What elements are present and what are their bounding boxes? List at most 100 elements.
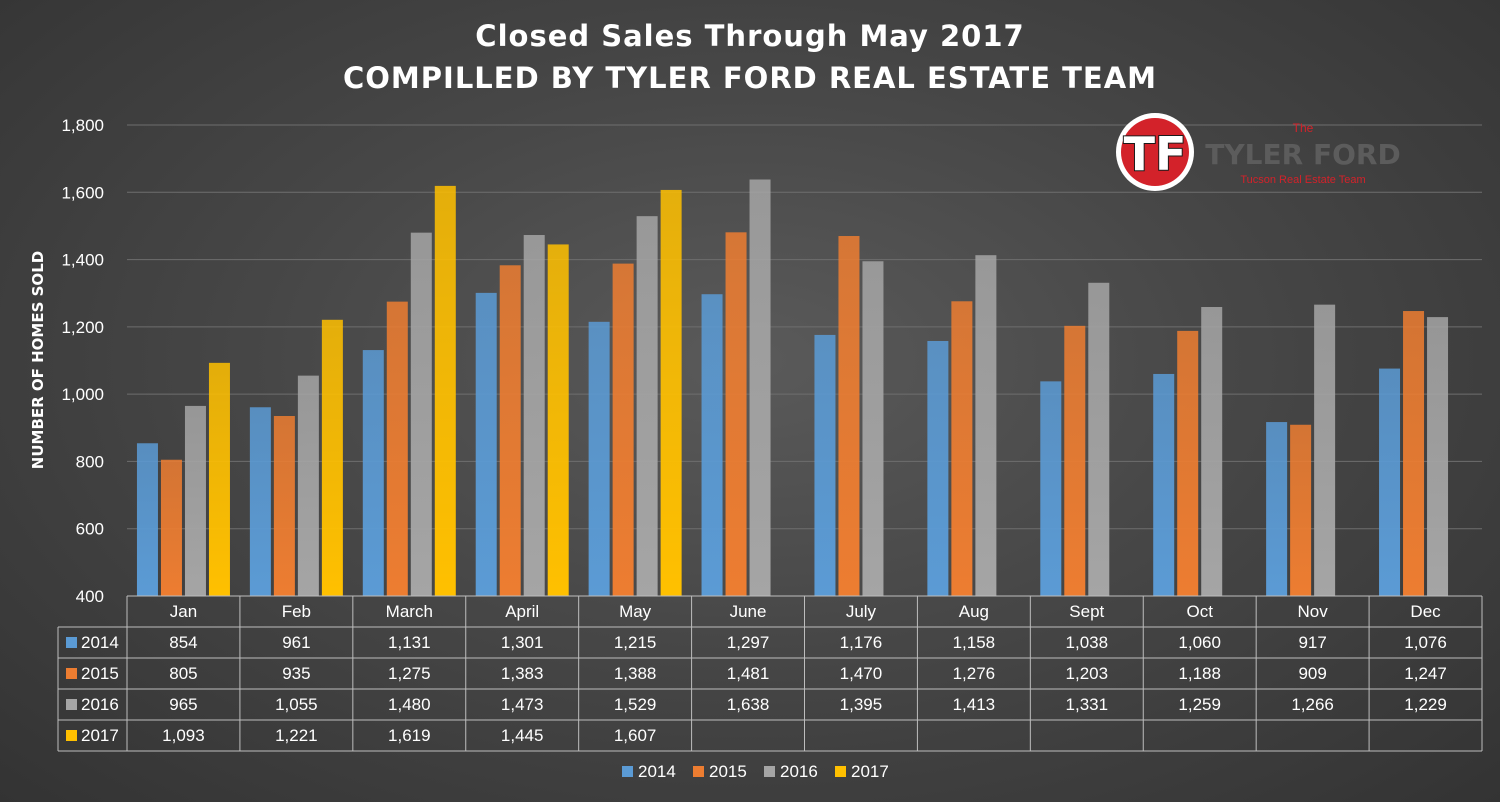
data-label: 1,055 <box>275 695 318 714</box>
bar-2015-dec <box>1403 311 1425 596</box>
bar-2014-may <box>588 321 610 596</box>
legend-swatch <box>622 766 633 777</box>
y-tick-label: 1,600 <box>61 183 104 202</box>
legend-label: 2015 <box>709 762 747 781</box>
data-label: 1,215 <box>614 633 657 652</box>
bar-2016-feb <box>297 375 319 596</box>
y-tick-label: 1,200 <box>61 318 104 337</box>
data-label: 1,638 <box>727 695 770 714</box>
data-label: 1,481 <box>727 664 770 683</box>
bar-2014-oct <box>1153 373 1175 596</box>
bar-2015-may <box>612 263 634 596</box>
y-tick-label: 600 <box>76 520 104 539</box>
logo-monogram: TF <box>1124 127 1187 181</box>
data-label: 935 <box>282 664 310 683</box>
y-tick-label: 800 <box>76 452 104 471</box>
table-series-key <box>66 730 77 741</box>
x-tick-label: Sept <box>1069 602 1104 621</box>
data-label: 1,038 <box>1066 633 1109 652</box>
logo-name-text: TYLER FORD <box>1205 138 1400 171</box>
legend-swatch <box>764 766 775 777</box>
bar-2016-march <box>410 232 432 596</box>
data-label: 805 <box>169 664 197 683</box>
x-tick-label: Feb <box>282 602 311 621</box>
data-label: 1,388 <box>614 664 657 683</box>
bar-2016-dec <box>1427 317 1449 596</box>
bar-2014-sept <box>1040 381 1062 596</box>
table-series-key <box>66 637 77 648</box>
data-label: 1,266 <box>1291 695 1334 714</box>
data-label: 1,331 <box>1066 695 1109 714</box>
bar-2017-march <box>434 185 456 597</box>
data-label: 1,619 <box>388 726 431 745</box>
bar-2014-april <box>475 292 497 596</box>
table-series-name: 2014 <box>81 633 119 652</box>
bar-2016-july <box>862 261 884 596</box>
logo-tagline: Tucson Real Estate Team <box>1240 174 1365 186</box>
y-tick-label: 400 <box>76 587 104 606</box>
gridlines <box>127 124 1482 530</box>
bar-2015-oct <box>1177 330 1199 596</box>
legend-swatch <box>835 766 846 777</box>
data-label: 1,275 <box>388 664 431 683</box>
bar-2016-april <box>523 235 545 596</box>
bar-2015-june <box>725 232 747 596</box>
y-axis-label: NUMBER OF HOMES SOLD <box>29 251 47 469</box>
x-tick-label: Nov <box>1298 602 1329 621</box>
legend-label: 2017 <box>851 762 889 781</box>
chart-title: Closed Sales Through May 2017 <box>475 19 1024 53</box>
data-label: 1,131 <box>388 633 431 652</box>
bar-2017-jan <box>208 362 230 596</box>
data-label: 1,383 <box>501 664 544 683</box>
tyler-ford-logo: TF The TYLER FORD Tucson Real Estate Tea… <box>1116 113 1401 191</box>
bar-2015-march <box>386 301 408 596</box>
data-label: 917 <box>1298 633 1326 652</box>
bar-2015-jan <box>160 459 182 596</box>
data-label: 1,607 <box>614 726 657 745</box>
legend-label: 2016 <box>780 762 818 781</box>
bar-2014-dec <box>1379 368 1401 596</box>
x-tick-label: June <box>730 602 767 621</box>
data-label: 1,221 <box>275 726 318 745</box>
legend: 2014 2015 2016 2017 <box>622 762 889 781</box>
y-tick-label: 1,000 <box>61 385 104 404</box>
legend-label: 2014 <box>638 762 676 781</box>
x-tick-label: April <box>505 602 539 621</box>
data-label: 1,445 <box>501 726 544 745</box>
table-series-name: 2015 <box>81 664 119 683</box>
data-label: 1,470 <box>840 664 883 683</box>
data-label: 1,158 <box>953 633 996 652</box>
bar-2016-sept <box>1088 282 1110 596</box>
data-label: 965 <box>169 695 197 714</box>
x-tick-label: Dec <box>1410 602 1441 621</box>
data-label: 1,276 <box>953 664 996 683</box>
bar-2015-aug <box>951 301 973 596</box>
bar-2016-oct <box>1201 307 1223 596</box>
bar-2016-jan <box>184 405 206 596</box>
chart-subtitle: COMPILLED BY TYLER FORD REAL ESTATE TEAM <box>343 61 1157 95</box>
bar-2015-feb <box>273 416 295 596</box>
x-tick-label: July <box>846 602 877 621</box>
data-label: 1,297 <box>727 633 770 652</box>
bar-2014-july <box>814 334 836 596</box>
data-label: 1,480 <box>388 695 431 714</box>
bar-2014-march <box>362 350 384 596</box>
bar-2017-may <box>660 189 682 596</box>
data-label: 1,301 <box>501 633 544 652</box>
bar-2016-june <box>749 179 771 596</box>
bar-2016-aug <box>975 255 997 596</box>
bar-2014-nov <box>1266 422 1288 596</box>
data-label: 1,413 <box>953 695 996 714</box>
logo-circle-inner <box>1121 118 1189 186</box>
x-tick-label: Jan <box>170 602 197 621</box>
bar-2014-jan <box>136 443 158 596</box>
data-label: 1,473 <box>501 695 544 714</box>
bar-2016-may <box>636 216 658 596</box>
data-table: Jan Feb March April May June July Aug Sept Oct Nov… <box>57 595 1483 752</box>
bar-2015-july <box>838 236 860 596</box>
y-tick-label: 1,400 <box>61 251 104 270</box>
x-tick-label: Oct <box>1186 602 1213 621</box>
data-label: 1,259 <box>1178 695 1221 714</box>
table-series-name: 2016 <box>81 695 119 714</box>
bar-2015-april <box>499 265 521 596</box>
